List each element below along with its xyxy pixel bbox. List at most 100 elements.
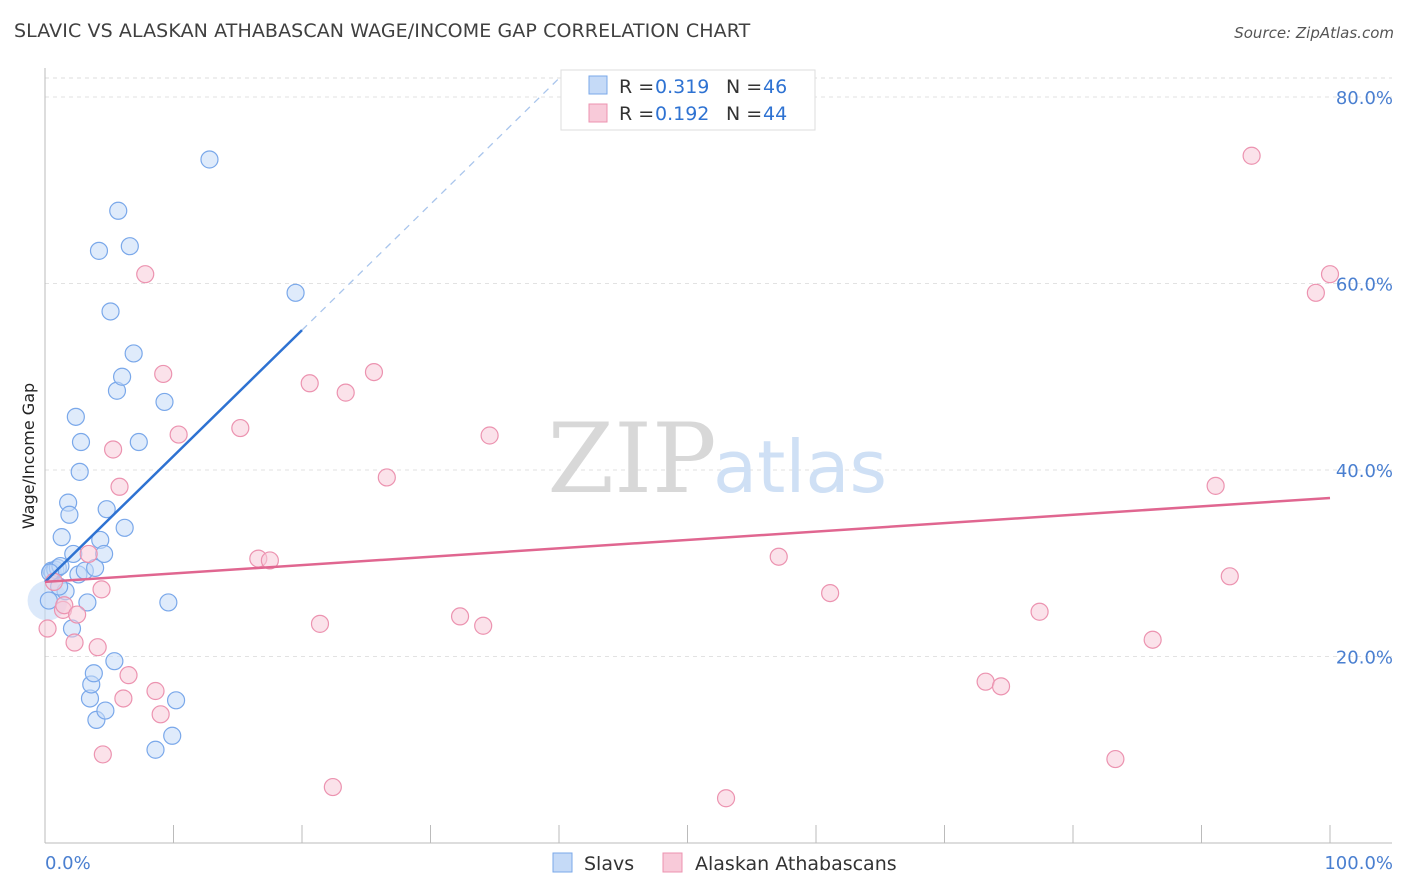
point-athabascans [1106,749,1125,769]
point-athabascans [169,425,188,444]
point-athabascans [1206,476,1225,495]
point-athabascans [336,383,355,402]
point-athabascans [991,677,1011,696]
point-athabascans [65,633,84,652]
watermark-atlas: atlas [713,425,887,509]
point-slavs [200,150,219,169]
chart-title: SLAVIC VS ALASKAN ATHABASCAN WAGE/INCOME… [14,20,751,42]
bottom-legend: Slavs Alaskan Athabascans [552,852,897,875]
tick-labels: 20.0% 40.0% 60.0% 80.0% 0.0% 100.0% [45,88,1393,874]
point-slavs [52,528,71,547]
trend-line-slavs-extension [301,77,560,331]
point-slavs [166,691,186,710]
y-tick-label-60: 60.0% [1336,275,1393,296]
point-athabascans [821,583,840,603]
watermark-zip: ZIP [547,403,716,515]
watermark: ZIP atlas [547,403,887,515]
point-athabascans [300,374,319,393]
point-athabascans [1320,265,1340,284]
legend-n-value-2: 44 [763,103,787,125]
point-athabascans [377,468,396,487]
point-athabascans [474,616,493,635]
trend-line-athabascans [44,496,1331,584]
bottom-legend-swatch-athabascans [662,852,683,873]
data-points [27,146,1340,808]
point-slavs [101,302,120,321]
point-athabascans [450,607,470,626]
legend-n-label-2: N = [726,103,762,125]
point-slavs [146,740,165,759]
bottom-legend-swatch-slavs [552,852,573,873]
point-athabascans [976,672,995,691]
point-slavs [70,462,89,481]
bottom-legend-label-athabascans: Alaskan Athabascans [695,853,897,875]
point-athabascans [260,551,279,570]
point-athabascans [231,418,250,438]
point-athabascans [310,614,330,633]
point-slavs [163,726,182,745]
point-athabascans [136,265,155,284]
point-athabascans [88,638,107,657]
point-slavs [105,652,124,671]
point-slavs [120,237,139,256]
x-tick-label-right: 100.0% [1324,853,1393,874]
legend-r-value-2: 0.192 [655,103,709,125]
point-slavs [95,544,114,564]
source-label: Source: ZipAtlas.com [1234,24,1394,42]
point-slavs [96,701,115,720]
point-slavs [124,344,143,363]
point-athabascans [92,580,111,599]
legend-r-label-1: R = [619,76,654,98]
legend: R = 0.319 N = 46 R = 0.192 N = 44 [560,69,816,131]
point-athabascans [110,477,129,496]
trend-line-slavs [44,329,303,583]
point-athabascans [1242,146,1261,165]
point-athabascans [55,596,74,615]
y-tick-label-80: 80.0% [1336,88,1393,109]
y-tick-label-20: 20.0% [1336,648,1393,669]
point-athabascans [769,547,788,566]
point-athabascans [323,777,342,797]
point-slavs [109,201,128,220]
point-athabascans [1306,283,1325,302]
point-athabascans [93,745,112,764]
point-slavs [60,505,79,524]
point-athabascans [114,689,133,708]
point-slavs [286,283,305,302]
point-athabascans [1030,602,1049,621]
legend-r-label-2: R = [619,103,654,125]
legend-n-value-1: 46 [763,76,787,98]
point-slavs [159,593,178,612]
legend-r-value-1: 0.319 [655,76,709,98]
point-athabascans [104,440,123,459]
y-axis-label: Wage/Income Gap [19,383,38,529]
point-slavs [155,392,174,412]
point-athabascans [364,362,384,382]
point-slavs [129,432,148,452]
point-athabascans [79,544,98,564]
point-athabascans [716,789,736,808]
point-athabascans [119,666,138,685]
point-athabascans [1220,567,1239,586]
legend-swatch-athabascans [588,103,608,123]
legend-n-label-1: N = [726,76,762,98]
point-slavs [89,241,109,260]
legend-swatch-slavs [588,75,608,95]
bottom-legend-label-slavs: Slavs [584,853,634,875]
axes [44,68,1392,844]
point-athabascans [480,426,499,445]
trend-lines [44,77,1331,584]
point-slavs [84,664,103,683]
point-athabascans [151,705,170,724]
point-slavs [115,518,134,537]
point-slavs [66,407,85,426]
point-athabascans [38,619,57,638]
x-tick-label-left: 0.0% [45,853,91,874]
point-athabascans [1143,630,1162,649]
point-slavs [112,367,132,386]
point-athabascans [68,605,87,624]
point-athabascans [154,364,173,384]
point-athabascans [146,681,165,701]
point-slavs [78,593,97,612]
